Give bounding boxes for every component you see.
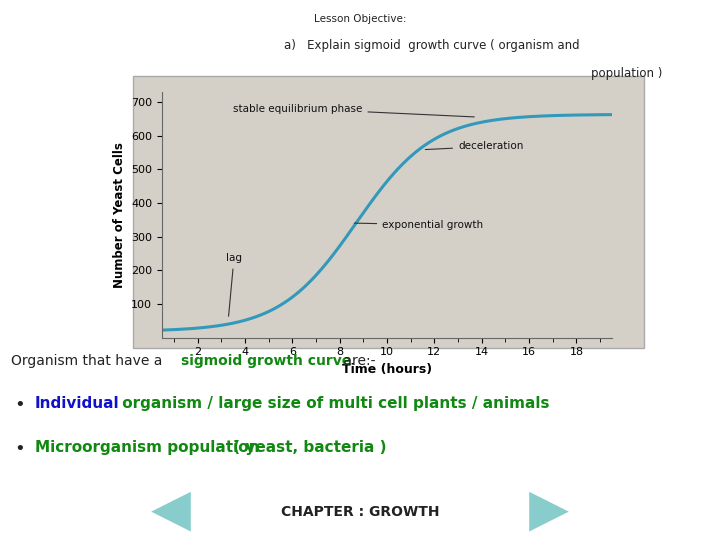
Text: Lesson Objective:: Lesson Objective: (314, 14, 406, 24)
Text: organism / large size of multi cell plants / animals: organism / large size of multi cell plan… (117, 396, 550, 411)
Text: •: • (14, 440, 25, 458)
Text: CHAPTER : GROWTH: CHAPTER : GROWTH (281, 505, 439, 518)
Text: stable equilibrium phase: stable equilibrium phase (233, 104, 474, 117)
Text: Individual: Individual (35, 396, 120, 411)
Text: deceleration: deceleration (426, 141, 523, 151)
Text: ( yeast, bacteria ): ( yeast, bacteria ) (228, 440, 386, 455)
Text: sigmoid growth curve: sigmoid growth curve (181, 354, 351, 368)
Text: Organism that have a: Organism that have a (11, 354, 166, 368)
Text: exponential growth: exponential growth (354, 220, 483, 229)
X-axis label: Time (hours): Time (hours) (342, 363, 432, 376)
Polygon shape (529, 492, 569, 531)
Text: population ): population ) (590, 66, 662, 80)
Text: lag: lag (226, 253, 242, 316)
Polygon shape (151, 492, 191, 531)
Y-axis label: Number of Yeast Cells: Number of Yeast Cells (112, 141, 125, 288)
Text: •: • (14, 396, 25, 414)
Text: a)   Explain sigmoid  growth curve ( organism and: a) Explain sigmoid growth curve ( organi… (284, 39, 580, 52)
Text: are:-: are:- (339, 354, 376, 368)
Text: Microorganism population: Microorganism population (35, 440, 259, 455)
